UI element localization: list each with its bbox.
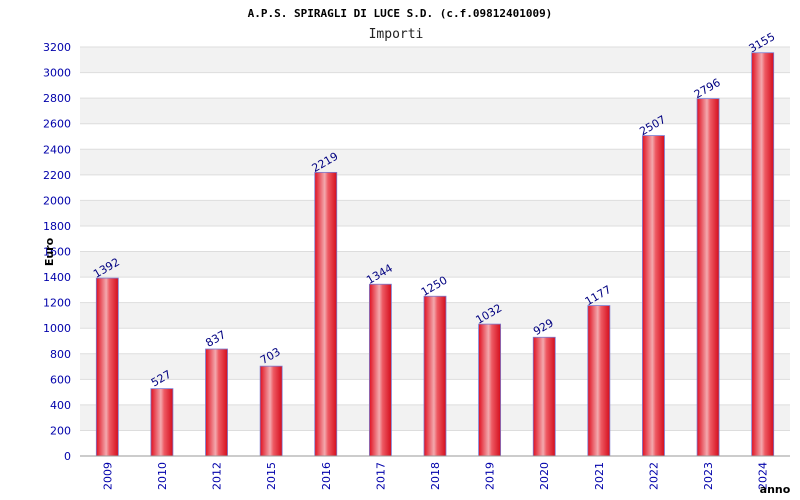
- grid-band: [80, 47, 790, 73]
- bar: [587, 305, 611, 457]
- bar: [95, 277, 119, 457]
- bar: [314, 171, 338, 457]
- x-axis-ticks: 2009 2010 2012 2015 2016 2017 2018 2019 2020 2021…: [101, 462, 769, 490]
- grid-band: [80, 98, 790, 124]
- y-tick-label: 400: [50, 399, 71, 412]
- y-tick-label: 3000: [43, 67, 71, 80]
- grid-band: [80, 123, 790, 150]
- y-tick-label: 1000: [43, 322, 71, 335]
- x-tick-label: 2010: [156, 462, 169, 490]
- y-tick-label: 200: [50, 424, 71, 437]
- y-tick-label: 800: [50, 348, 71, 361]
- y-tick-label: 1200: [43, 297, 71, 310]
- grid-band: [80, 251, 790, 278]
- x-tick-label: 2023: [702, 462, 715, 490]
- x-tick-label: 2021: [593, 462, 606, 490]
- x-tick-label: 2022: [647, 462, 660, 490]
- bar: [368, 283, 392, 457]
- x-tick-label: 2017: [374, 462, 387, 490]
- grid-band: [80, 200, 790, 226]
- x-axis-label: anno: [760, 483, 791, 496]
- chart-title: A.P.S. SPIRAGLI DI LUCE S.D. (c.f.098124…: [248, 7, 553, 20]
- bar: [751, 52, 775, 457]
- x-tick-label: 2012: [211, 462, 224, 490]
- bar: [642, 135, 665, 457]
- y-tick-label: 3200: [43, 41, 71, 54]
- x-tick-label: 2019: [484, 462, 497, 490]
- y-tick-label: 2000: [43, 194, 71, 207]
- x-tick-label: 2024: [757, 462, 770, 490]
- bars: [95, 52, 775, 457]
- y-tick-label: 2400: [43, 143, 71, 156]
- bar: [259, 365, 283, 457]
- y-tick-label: 0: [64, 450, 71, 463]
- y-tick-label: 1400: [43, 271, 71, 284]
- y-axis-ticks: 0 200 400 600 800 1000 1200 1400 1600 1800 2000 220…: [43, 41, 71, 463]
- y-tick-label: 2800: [43, 92, 71, 105]
- x-tick-label: 2018: [429, 462, 442, 490]
- y-tick-label: 2200: [43, 169, 71, 182]
- x-tick-label: 2015: [265, 462, 278, 490]
- chart-subtitle: Importi: [369, 27, 424, 42]
- grid-band: [80, 72, 790, 99]
- bar: [150, 388, 174, 457]
- grid-band: [80, 174, 790, 201]
- bar: [423, 295, 447, 457]
- grid-band: [80, 149, 790, 175]
- y-tick-label: 2600: [43, 118, 71, 131]
- y-tick-label: 1600: [43, 246, 71, 259]
- y-tick-label: 1800: [43, 220, 71, 233]
- x-tick-label: 2016: [320, 462, 333, 490]
- y-tick-label: 600: [50, 373, 71, 386]
- x-tick-label: 2009: [101, 462, 114, 490]
- y-axis-label: Euro: [43, 237, 56, 266]
- bar: [478, 323, 502, 457]
- bar: [532, 336, 556, 457]
- bar: [205, 348, 228, 457]
- bar: [696, 98, 720, 457]
- grid-band: [80, 225, 790, 252]
- x-tick-label: 2020: [538, 462, 551, 490]
